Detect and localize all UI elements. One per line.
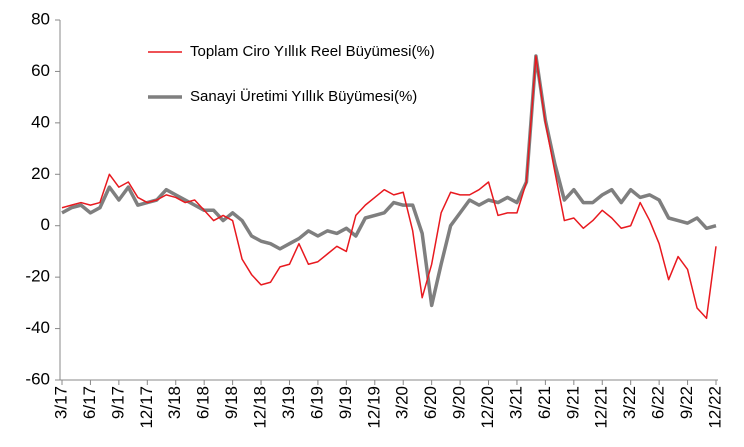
- y-tick-label: -40: [25, 318, 50, 337]
- x-tick-label: 3/20: [393, 386, 412, 419]
- y-tick-label: 60: [31, 61, 50, 80]
- x-tick-label: 9/17: [108, 386, 127, 419]
- x-tick-label: 6/22: [649, 386, 668, 419]
- y-tick-label: -60: [25, 369, 50, 388]
- x-tick-label: 6/21: [535, 386, 554, 419]
- x-tick-label: 6/17: [80, 386, 99, 419]
- x-tick-label: 3/19: [279, 386, 298, 419]
- x-tick-label: 9/20: [450, 386, 469, 419]
- x-tick-label: 9/21: [563, 386, 582, 419]
- x-tick-label: 12/21: [592, 386, 611, 429]
- series-line: [61, 55, 717, 320]
- x-tick-label: 6/20: [421, 386, 440, 419]
- x-tick-label: 12/17: [137, 386, 156, 429]
- x-tick-label: 3/18: [165, 386, 184, 419]
- x-tick-label: 12/22: [705, 386, 724, 429]
- y-tick-label: 20: [31, 164, 50, 183]
- legend-label: Toplam Ciro Yıllık Reel Büyümesi(%): [190, 43, 435, 60]
- x-tick-label: 3/22: [620, 386, 639, 419]
- y-tick-label: 40: [31, 112, 50, 131]
- x-tick-label: 3/17: [51, 386, 70, 419]
- y-tick-label: 80: [31, 9, 50, 28]
- x-tick-label: 12/19: [364, 386, 383, 429]
- x-tick-label: 6/19: [307, 386, 326, 419]
- series-line: [61, 54, 717, 308]
- x-tick-label: 3/21: [506, 386, 525, 419]
- y-tick-label: -20: [25, 267, 50, 286]
- x-tick-label: 9/19: [336, 386, 355, 419]
- x-tick-label: 6/18: [194, 386, 213, 419]
- x-tick-label: 12/20: [478, 386, 497, 429]
- x-tick-label: 12/18: [251, 386, 270, 429]
- y-tick-label: 0: [41, 215, 50, 234]
- x-tick-label: 9/18: [222, 386, 241, 419]
- legend-label: Sanayi Üretimi Yıllık Büyümesi(%): [190, 87, 417, 105]
- x-tick-label: 9/22: [677, 386, 696, 419]
